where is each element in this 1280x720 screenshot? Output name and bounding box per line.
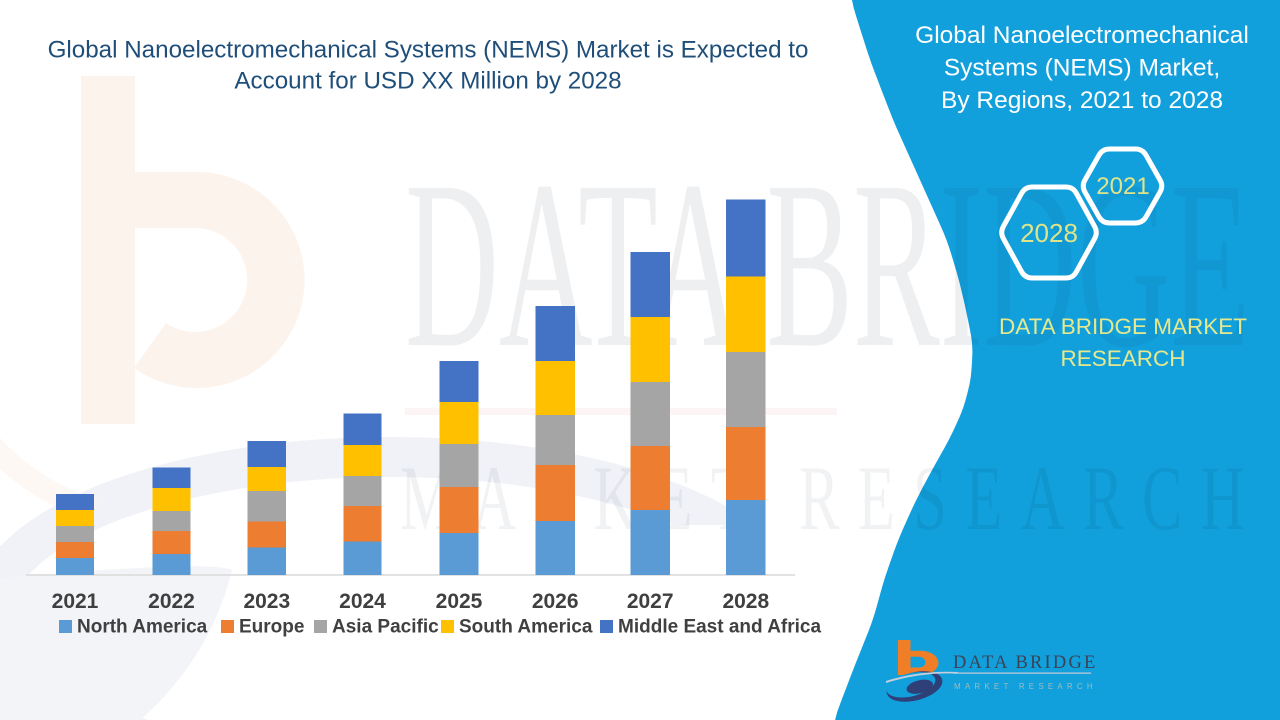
svg-text:North America: North America bbox=[77, 617, 208, 638]
svg-text:2023: 2023 bbox=[243, 590, 290, 613]
svg-text:Global Nanoelectromechanical S: Global Nanoelectromechanical Systems (NE… bbox=[48, 37, 809, 64]
svg-text:2027: 2027 bbox=[627, 590, 674, 613]
svg-text:Europe: Europe bbox=[239, 617, 304, 638]
svg-text:2021: 2021 bbox=[1096, 173, 1149, 200]
svg-text:By Regions, 2021 to 2028: By Regions, 2021 to 2028 bbox=[941, 87, 1223, 114]
svg-text:2028: 2028 bbox=[1020, 218, 1078, 248]
svg-text:Global Nanoelectromechanical: Global Nanoelectromechanical bbox=[915, 22, 1249, 49]
svg-text:2022: 2022 bbox=[148, 590, 195, 613]
svg-text:Systems (NEMS) Market,: Systems (NEMS) Market, bbox=[944, 55, 1220, 82]
svg-text:MARKET RESEARCH: MARKET RESEARCH bbox=[954, 682, 1097, 691]
svg-text:RESEARCH: RESEARCH bbox=[1060, 346, 1185, 371]
svg-text:South America: South America bbox=[459, 617, 593, 638]
svg-text:DATA BRIDGE: DATA BRIDGE bbox=[953, 653, 1098, 673]
svg-text:Account for USD XX Million by: Account for USD XX Million by 2028 bbox=[234, 68, 621, 95]
svg-text:Asia Pacific: Asia Pacific bbox=[332, 617, 439, 638]
svg-text:2028: 2028 bbox=[722, 590, 769, 613]
svg-text:2026: 2026 bbox=[532, 590, 579, 613]
svg-text:2021: 2021 bbox=[52, 590, 99, 613]
svg-text:Middle East and Africa: Middle East and Africa bbox=[618, 617, 821, 638]
svg-text:2025: 2025 bbox=[436, 590, 483, 613]
svg-text:2024: 2024 bbox=[339, 590, 386, 613]
svg-text:DATA BRIDGE MARKET: DATA BRIDGE MARKET bbox=[999, 314, 1247, 339]
